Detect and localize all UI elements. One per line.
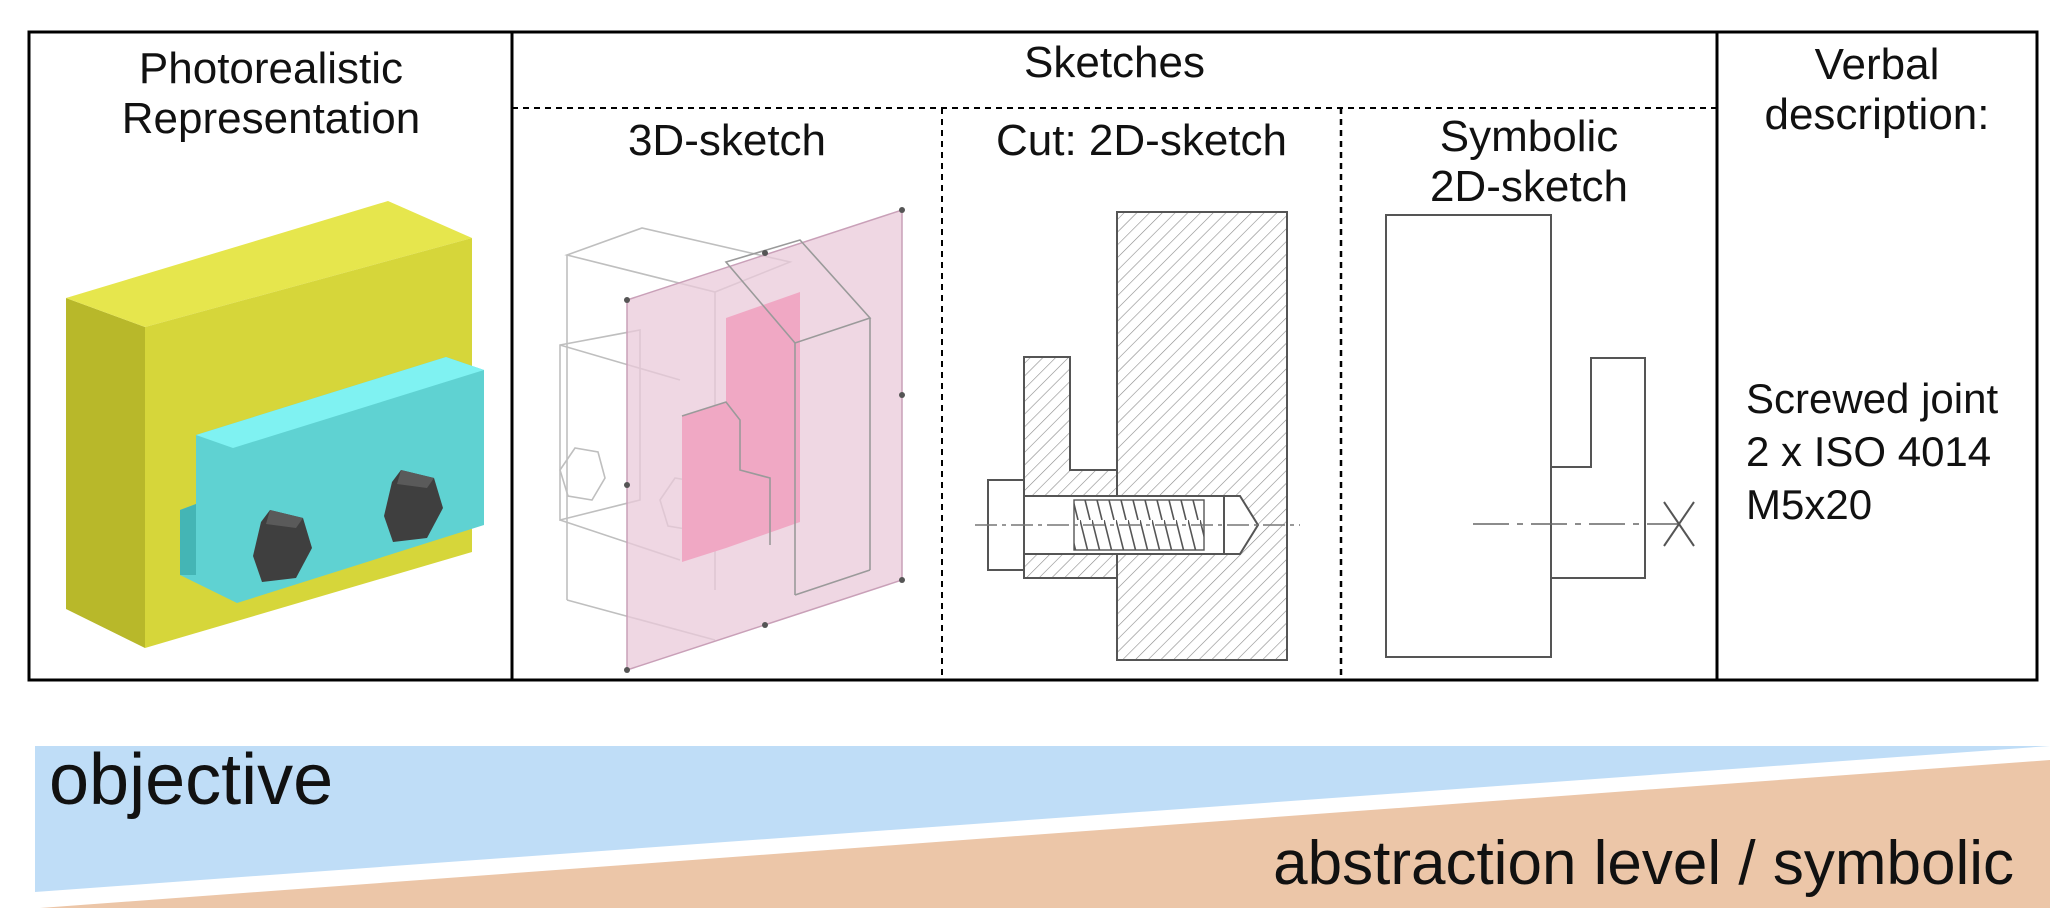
header-verbal-line1: Verbal (1814, 40, 1940, 89)
sketch-symbolic-2d (1385, 214, 1695, 658)
symbolic-bracket (1551, 357, 1646, 579)
block-side (66, 298, 145, 648)
table-border (27, 30, 2039, 682)
block-top (66, 201, 472, 327)
hex-bolt-head-icon (384, 470, 443, 542)
verbal-line-3: M5x20 (1746, 481, 1873, 528)
sketch-3d (559, 207, 905, 673)
label-abstraction-level: abstraction level / symbolic (1273, 829, 2014, 898)
label-objective: objective (49, 740, 334, 820)
cut-section (726, 292, 800, 548)
header-symbolic-line2: 2D-sketch (1429, 162, 1629, 211)
header-verbal-line2: description: (1764, 90, 1990, 139)
cut-section-lower (682, 402, 726, 562)
hex-bolt-head-top-icon (397, 470, 434, 488)
abstraction-scale (35, 746, 2050, 908)
verbal-line-2: 2 x ISO 4014 (1746, 428, 1992, 475)
cut-block (1116, 211, 1288, 661)
header-cut-2d-sketch: Cut: 2D-sketch (996, 116, 1287, 165)
verbal-line-1: Screwed joint (1746, 375, 1999, 422)
comparison-table (27, 30, 2039, 682)
symbolic-block (1385, 214, 1552, 658)
header-symbolic-2d-sketch: Symbolic 2D-sketch (1341, 112, 1717, 212)
header-photorealistic-line1: Photorealistic (138, 44, 404, 93)
hex-bolt-head-top-icon (266, 510, 303, 528)
plane-corner-markers (624, 207, 905, 673)
header-photorealistic-line2: Representation (121, 94, 421, 143)
objective-wedge (35, 746, 2050, 892)
bracket-top (196, 357, 484, 448)
bracket-step (180, 504, 196, 575)
wireframe-bracket (681, 239, 872, 596)
photorealistic-model (66, 201, 484, 648)
sketch-cut-2d (975, 211, 1300, 661)
symbolic-wedge (40, 760, 2050, 908)
header-photorealistic: Photorealistic Representation (30, 44, 512, 144)
header-3d-sketch: 3D-sketch (627, 116, 827, 165)
axis-cross-icon (1663, 501, 1695, 547)
header-symbolic-line1: Symbolic (1439, 112, 1619, 161)
header-verbal-description: Verbal description: (1717, 40, 2037, 140)
verbal-description-text: Screwed joint 2 x ISO 4014 M5x20 (1746, 372, 1998, 531)
hex-bolt-head-icon (253, 510, 312, 582)
header-sketches: Sketches (1024, 38, 1205, 87)
